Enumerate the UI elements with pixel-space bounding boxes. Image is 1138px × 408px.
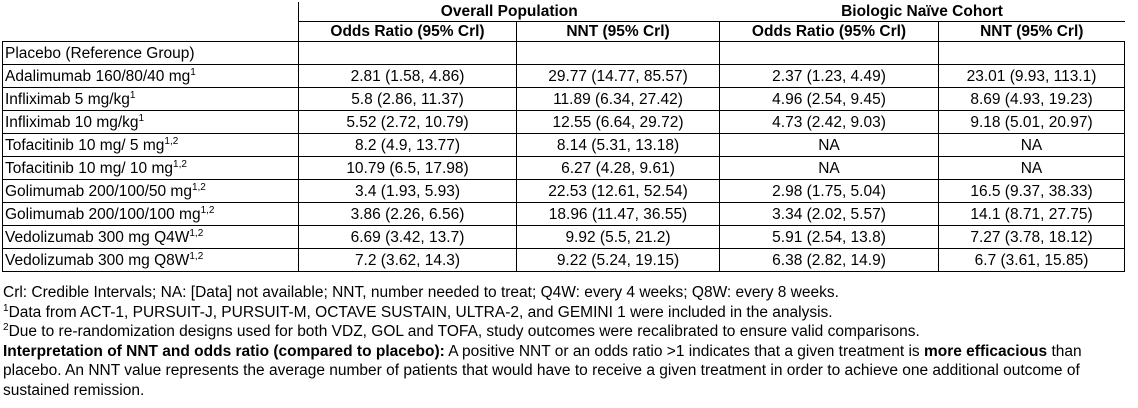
footnote-ref: 1,2 (200, 205, 215, 216)
footnote-2: 2Due to re-randomization designs used fo… (3, 322, 920, 341)
group-header-overall: Overall Population (298, 2, 720, 22)
interpretation-note: Interpretation of NNT and odds ratio (co… (3, 342, 1082, 399)
or-naive-cell: 5.91 (2.54, 13.8) (719, 225, 940, 249)
table-row: Tofacitinib 10 mg/ 5 mg1,2 8.2 (4.9, 13.… (2, 133, 1126, 157)
drug-name: Tofacitinib 10 mg/ 10 mg1,2 (2, 156, 299, 180)
drug-name: Golimumab 200/100/100 mg1,2 (2, 202, 299, 226)
table-row: Golimumab 200/100/50 mg1,2 3.4 (1.93, 5.… (2, 179, 1126, 203)
nnt-naive-cell: 8.69 (4.93, 19.23) (938, 87, 1126, 111)
footnote-ref: 1,2 (173, 159, 187, 170)
drug-name: Infliximab 5 mg/kg1 (2, 87, 299, 111)
or-overall-cell: 5.52 (2.72, 10.79) (298, 110, 517, 134)
or-naive-cell: NA (719, 133, 940, 157)
nnt-naive-cell: 9.18 (5.01, 20.97) (938, 110, 1126, 134)
reference-cell (515, 41, 721, 65)
footnote-ref: 1,2 (164, 136, 179, 147)
or-naive-cell: 2.98 (1.75, 5.04) (719, 179, 940, 203)
reference-row: Placebo (Reference Group) (2, 41, 1126, 65)
footnote-ref: 1,2 (189, 251, 204, 262)
nnt-overall-cell: 22.53 (12.61, 52.54) (515, 179, 721, 203)
nnt-naive-cell: 6.7 (3.61, 15.85) (938, 248, 1126, 272)
results-table: Overall Population Biologic Naïve Cohort… (2, 2, 1126, 272)
footnote-ref: 1,2 (189, 228, 204, 239)
drug-name: Infliximab 10 mg/kg1 (2, 110, 299, 134)
nnt-naive-cell: 16.5 (9.37, 38.33) (938, 179, 1126, 203)
drug-name: Tofacitinib 10 mg/ 5 mg1,2 (2, 133, 299, 157)
reference-cell (298, 41, 517, 65)
nnt-overall-cell: 9.22 (5.24, 19.15) (515, 248, 721, 272)
table-row: Adalimumab 160/80/40 mg1 2.81 (1.58, 4.8… (2, 64, 1126, 88)
col-header-nnt-overall: NNT (95% Crl) (516, 21, 721, 42)
or-overall-cell: 3.86 (2.26, 6.56) (298, 202, 517, 226)
table-row: Infliximab 5 mg/kg1 5.8 (2.86, 11.37) 11… (2, 87, 1126, 111)
drug-name: Vedolizumab 300 mg Q4W1,2 (2, 225, 299, 249)
table-row: Tofacitinib 10 mg/ 10 mg1,2 10.79 (6.5, … (2, 156, 1126, 180)
nnt-naive-cell: 23.01 (9.93, 113.1) (938, 64, 1126, 88)
table-row: Infliximab 10 mg/kg1 5.52 (2.72, 10.79) … (2, 110, 1126, 134)
abbreviations-note: Crl: Credible Intervals; NA: [Data] not … (3, 284, 839, 301)
header-blank-sub (2, 21, 299, 42)
or-overall-cell: 7.2 (3.62, 14.3) (298, 248, 517, 272)
group-header-row: Overall Population Biologic Naïve Cohort (2, 2, 1125, 22)
nnt-naive-cell: 7.27 (3.78, 18.12) (938, 225, 1126, 249)
nnt-overall-cell: 18.96 (11.47, 36.55) (515, 202, 721, 226)
footnote-1: 1Data from ACT-1, PURSUIT-J, PURSUIT-M, … (3, 302, 833, 321)
reference-cell (719, 41, 940, 65)
header-blank (2, 2, 299, 22)
drug-name: Adalimumab 160/80/40 mg1 (2, 64, 299, 88)
column-header-row: Odds Ratio (95% Crl) NNT (95% Crl) Odds … (2, 21, 1125, 42)
drug-name: Golimumab 200/100/50 mg1,2 (2, 179, 299, 203)
or-naive-cell: 4.96 (2.54, 9.45) (719, 87, 940, 111)
nnt-overall-cell: 12.55 (6.64, 29.72) (515, 110, 721, 134)
footnote-ref: 1 (129, 90, 136, 101)
or-naive-cell: 4.73 (2.42, 9.03) (719, 110, 940, 134)
table-row: Vedolizumab 300 mg Q8W1,2 7.2 (3.62, 14.… (2, 248, 1126, 272)
nnt-overall-cell: 11.89 (6.34, 27.42) (515, 87, 721, 111)
or-overall-cell: 10.79 (6.5, 17.98) (298, 156, 517, 180)
footnote-ref: 1 (190, 67, 196, 78)
table-notes: Crl: Credible Intervals; NA: [Data] not … (3, 283, 1133, 400)
col-header-or-naive: Odds Ratio (95% Crl) (719, 21, 940, 42)
reference-cell (938, 41, 1126, 65)
or-overall-cell: 5.8 (2.86, 11.37) (298, 87, 517, 111)
nnt-overall-cell: 6.27 (4.28, 9.61) (515, 156, 721, 180)
footnote-ref: 1 (138, 113, 145, 124)
nnt-naive-cell: 14.1 (8.71, 27.75) (938, 202, 1126, 226)
nnt-naive-cell: NA (938, 156, 1126, 180)
or-overall-cell: 6.69 (3.42, 13.7) (298, 225, 517, 249)
nnt-overall-cell: 8.14 (5.31, 13.18) (515, 133, 721, 157)
nnt-overall-cell: 29.77 (14.77, 85.57) (515, 64, 721, 88)
results-table-figure: Overall Population Biologic Naïve Cohort… (2, 2, 1126, 399)
table-row: Golimumab 200/100/100 mg1,2 3.86 (2.26, … (2, 202, 1126, 226)
col-header-or-overall: Odds Ratio (95% Crl) (298, 21, 517, 42)
or-overall-cell: 3.4 (1.93, 5.93) (298, 179, 517, 203)
or-naive-cell: 3.34 (2.02, 5.57) (719, 202, 940, 226)
table-row: Vedolizumab 300 mg Q4W1,2 6.69 (3.42, 13… (2, 225, 1126, 249)
reference-label: Placebo (Reference Group) (2, 41, 299, 65)
drug-name: Vedolizumab 300 mg Q8W1,2 (2, 248, 299, 272)
footnote-ref: 1,2 (191, 182, 206, 193)
nnt-overall-cell: 9.92 (5.5, 21.2) (515, 225, 721, 249)
or-overall-cell: 2.81 (1.58, 4.86) (298, 64, 517, 88)
or-overall-cell: 8.2 (4.9, 13.77) (298, 133, 517, 157)
or-naive-cell: 2.37 (1.23, 4.49) (719, 64, 940, 88)
or-naive-cell: 6.38 (2.82, 14.9) (719, 248, 940, 272)
nnt-naive-cell: NA (938, 133, 1126, 157)
col-header-nnt-naive: NNT (95% Crl) (938, 21, 1125, 42)
group-header-naive: Biologic Naïve Cohort (719, 2, 1125, 22)
or-naive-cell: NA (719, 156, 940, 180)
